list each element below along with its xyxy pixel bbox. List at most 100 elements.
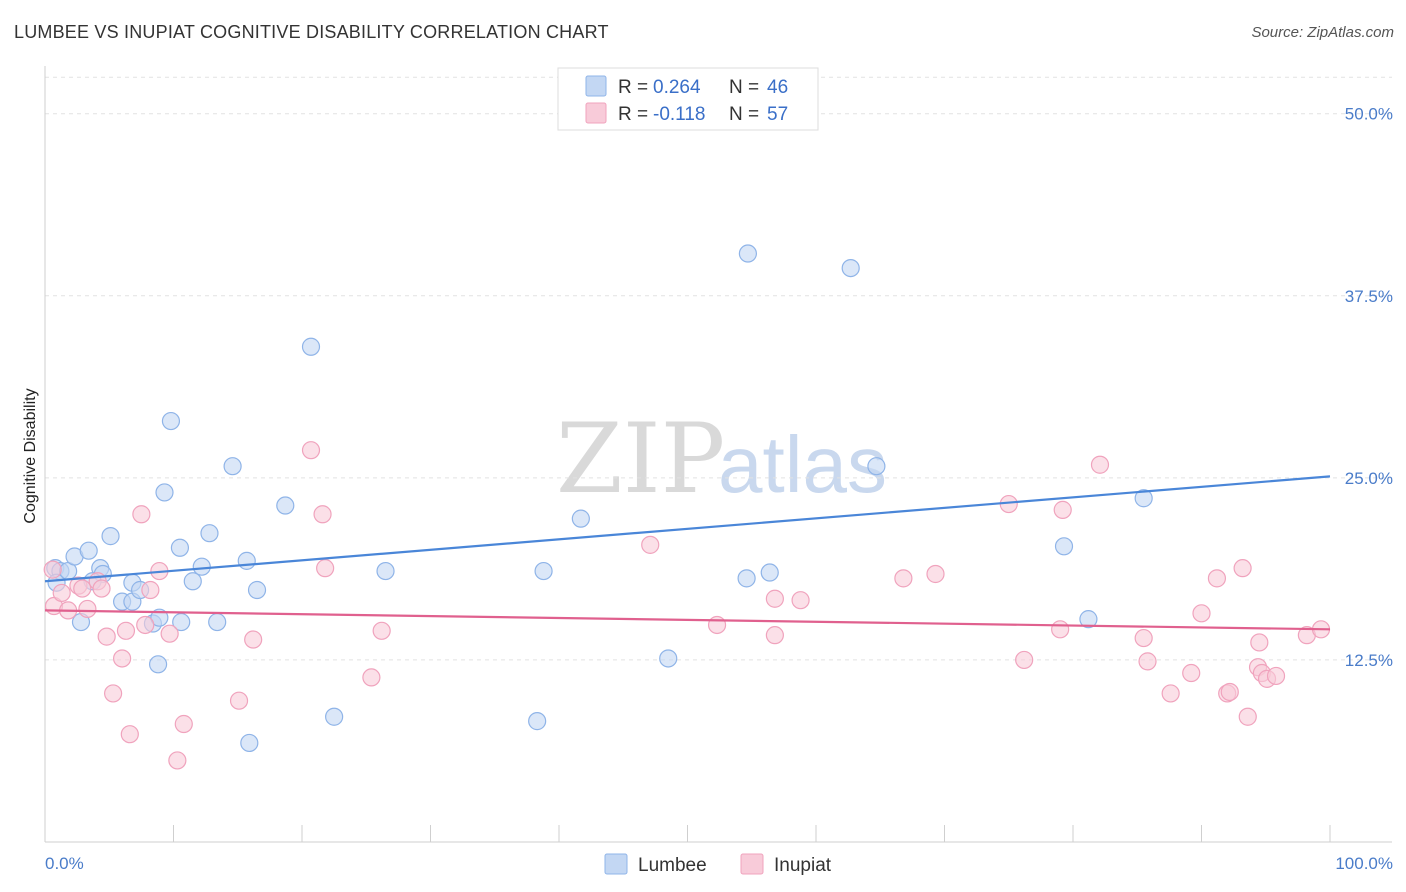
point-inupiat — [229, 691, 249, 710]
point-inupiat — [1233, 559, 1252, 578]
point-inupiat — [1238, 707, 1257, 726]
point-inupiat — [1051, 620, 1070, 639]
grid-lines — [45, 76, 1392, 661]
point-lumbee — [760, 563, 779, 582]
y-tick-label: 50.0% — [1345, 105, 1393, 124]
axes — [44, 66, 1392, 843]
point-inupiat — [791, 591, 810, 610]
legend-swatch-lumbee — [604, 853, 628, 875]
legend-r-label: R = — [618, 77, 648, 98]
point-inupiat — [313, 505, 332, 524]
point-inupiat — [1053, 500, 1072, 519]
y-tick-labels: 12.5% 25.0% 37.5% 50.0% — [1345, 105, 1393, 670]
point-inupiat — [168, 751, 187, 770]
point-lumbee — [1079, 610, 1098, 629]
point-inupiat — [73, 579, 92, 598]
trend-line-lumbee — [44, 475, 1331, 583]
point-lumbee — [528, 712, 547, 731]
legend-swatch — [585, 75, 607, 97]
point-inupiat — [316, 559, 335, 578]
chart-title: LUMBEE VS INUPIAT COGNITIVE DISABILITY C… — [14, 22, 609, 42]
legend-swatch — [585, 102, 607, 124]
point-inupiat — [78, 599, 97, 619]
watermark: ZIP atlas — [556, 403, 887, 515]
point-lumbee — [737, 569, 756, 588]
point-lumbee — [1054, 537, 1074, 556]
legend-n-value: 57 — [767, 104, 788, 125]
point-inupiat — [641, 535, 660, 554]
point-lumbee — [200, 524, 219, 543]
legend-r-value: 0.264 — [653, 77, 701, 98]
point-inupiat — [765, 589, 784, 608]
point-inupiat — [1138, 652, 1157, 671]
point-inupiat — [136, 615, 155, 635]
point-inupiat — [116, 621, 136, 640]
point-inupiat — [97, 627, 116, 646]
watermark-zip: ZIP — [556, 403, 725, 515]
point-inupiat — [174, 714, 193, 734]
point-inupiat — [1266, 666, 1286, 686]
point-lumbee — [738, 244, 757, 263]
point-lumbee — [325, 707, 344, 726]
point-inupiat — [43, 560, 62, 579]
legend-label-inupiat: Inupiat — [774, 855, 832, 876]
point-lumbee — [192, 557, 211, 576]
point-inupiat — [1192, 604, 1211, 623]
y-tick-label: 37.5% — [1345, 287, 1393, 306]
point-inupiat — [707, 615, 727, 635]
point-lumbee — [148, 655, 168, 674]
point-inupiat — [765, 626, 784, 645]
legend-n-label: N = — [729, 77, 759, 98]
point-lumbee — [376, 561, 395, 581]
trend-lines — [44, 475, 1331, 631]
point-inupiat — [244, 630, 263, 649]
point-inupiat — [132, 505, 151, 524]
point-inupiat — [52, 583, 71, 603]
point-inupiat — [1220, 682, 1239, 702]
y-axis-label: Cognitive Disability — [22, 388, 39, 523]
y-tick-label: 12.5% — [1345, 651, 1393, 670]
x-tick-label-start: 0.0% — [45, 854, 84, 873]
point-inupiat — [120, 725, 139, 744]
source-label: Source: ZipAtlas.com — [1251, 24, 1394, 41]
point-inupiat — [104, 684, 123, 703]
point-lumbee — [155, 483, 174, 502]
point-lumbee — [101, 527, 120, 546]
point-inupiat — [1161, 684, 1180, 703]
point-inupiat — [160, 624, 179, 643]
point-lumbee — [223, 457, 242, 476]
point-lumbee — [247, 580, 267, 600]
point-inupiat — [1015, 650, 1034, 670]
correlation-legend: R = 0.264 N = 46 R = -0.118 N = 57 — [557, 67, 819, 131]
point-inupiat — [301, 441, 321, 460]
legend-swatch-inupiat — [740, 853, 764, 875]
point-lumbee — [237, 551, 256, 570]
point-lumbee — [276, 496, 295, 515]
point-lumbee — [208, 612, 227, 632]
trend-line-inupiat — [44, 609, 1331, 631]
point-inupiat — [1182, 663, 1201, 683]
x-tick-label-end: 100.0% — [1335, 854, 1393, 873]
legend-n-value: 46 — [767, 77, 788, 98]
legend-r-value: -0.118 — [653, 104, 705, 125]
point-lumbee — [534, 561, 553, 581]
point-lumbee — [841, 258, 860, 278]
point-inupiat — [894, 569, 913, 588]
legend-r-label: R = — [618, 104, 648, 125]
point-lumbee — [1134, 489, 1153, 508]
point-inupiat — [372, 621, 391, 640]
point-lumbee — [571, 509, 590, 528]
point-inupiat — [1250, 633, 1269, 652]
point-inupiat — [92, 579, 111, 598]
point-lumbee — [161, 411, 181, 431]
point-inupiat — [141, 580, 160, 600]
point-inupiat — [1090, 455, 1110, 474]
point-lumbee — [150, 608, 169, 627]
point-inupiat — [112, 649, 132, 668]
point-inupiat — [1134, 628, 1153, 648]
point-lumbee — [170, 538, 190, 557]
point-lumbee — [867, 457, 886, 476]
point-lumbee — [301, 337, 321, 356]
point-lumbee — [240, 733, 259, 753]
